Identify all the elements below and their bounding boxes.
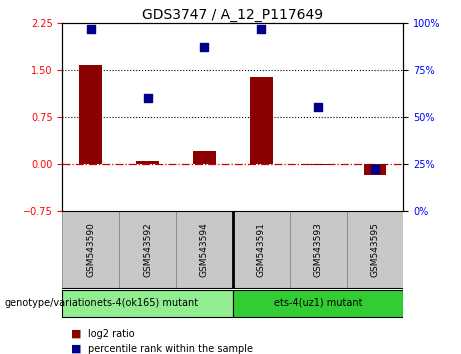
- Point: [258, 26, 265, 32]
- Bar: [347, 211, 403, 289]
- Bar: [250, 78, 272, 164]
- Bar: [290, 211, 347, 289]
- Bar: [307, 164, 330, 165]
- Point: [144, 95, 151, 101]
- Text: ■: ■: [71, 329, 82, 339]
- Text: GSM543590: GSM543590: [86, 222, 95, 277]
- Text: GSM543592: GSM543592: [143, 222, 152, 277]
- Bar: [119, 211, 176, 289]
- Bar: [62, 211, 119, 289]
- Point: [87, 26, 95, 32]
- Bar: [62, 290, 233, 317]
- Point: [201, 45, 208, 50]
- Text: GSM543593: GSM543593: [313, 222, 323, 277]
- Text: GSM543595: GSM543595: [371, 222, 379, 277]
- Bar: [364, 164, 386, 175]
- Text: GSM543591: GSM543591: [257, 222, 266, 277]
- Text: ■: ■: [71, 344, 82, 354]
- Point: [371, 166, 378, 172]
- Bar: [79, 65, 102, 164]
- Title: GDS3747 / A_12_P117649: GDS3747 / A_12_P117649: [142, 8, 323, 22]
- Text: ets-4(ok165) mutant: ets-4(ok165) mutant: [97, 298, 198, 308]
- Text: log2 ratio: log2 ratio: [88, 329, 134, 339]
- Bar: [136, 161, 159, 164]
- Text: percentile rank within the sample: percentile rank within the sample: [88, 344, 253, 354]
- Bar: [233, 211, 290, 289]
- Bar: [233, 290, 403, 317]
- Bar: [193, 151, 216, 164]
- Bar: [176, 211, 233, 289]
- Text: genotype/variation: genotype/variation: [5, 298, 97, 308]
- Point: [314, 105, 322, 110]
- Text: ets-4(uz1) mutant: ets-4(uz1) mutant: [274, 298, 362, 308]
- Text: GSM543594: GSM543594: [200, 222, 209, 277]
